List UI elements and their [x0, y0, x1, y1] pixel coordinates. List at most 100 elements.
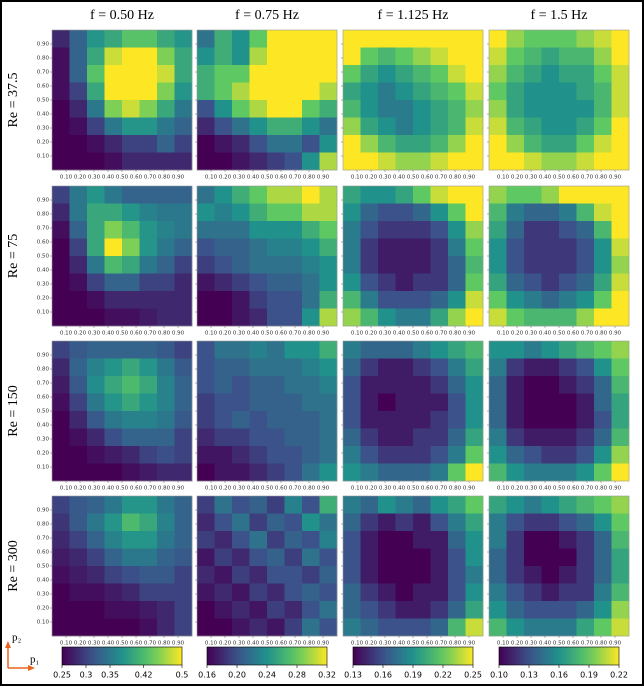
heatmap-cell: [157, 341, 175, 359]
heatmap-cell: [343, 513, 361, 532]
heatmap-cell: [524, 376, 542, 394]
heatmap-cell: [360, 513, 379, 532]
heatmap-cell: [52, 393, 70, 412]
heatmap-cell: [139, 203, 158, 222]
heatmap-cell: [465, 238, 484, 257]
row-label: Re = 300: [6, 540, 21, 591]
heatmap-cell: [214, 376, 233, 394]
heatmap-cell: [360, 65, 379, 83]
x-tick-label: 0.50: [407, 175, 420, 181]
heatmap-cell: [214, 152, 233, 171]
heatmap-cell: [157, 135, 175, 153]
heatmap-cell: [104, 30, 123, 48]
heatmap-cell: [465, 531, 484, 549]
heatmap-cell: [267, 446, 285, 464]
heatmap-cell: [69, 496, 88, 514]
heatmap-cell: [506, 496, 525, 514]
heatmap-cell: [214, 393, 233, 412]
heatmap-cell: [395, 273, 414, 292]
heatmap-cell: [197, 583, 215, 602]
heatmap-cell: [343, 618, 361, 637]
heatmap-cell: [52, 30, 70, 48]
colorbar-tick-label: 0.28: [288, 671, 306, 680]
heatmap-cell: [284, 548, 303, 567]
x-tick-label: 0.10: [351, 175, 364, 181]
heatmap-cell: [174, 358, 193, 377]
heatmap-cell: [284, 308, 303, 327]
heatmap-cell: [430, 496, 449, 514]
heatmap-cell: [249, 152, 268, 171]
heatmap-cell: [559, 238, 577, 257]
heatmap-cell: [559, 65, 577, 83]
heatmap-cell: [174, 186, 193, 204]
heatmap-cell: [174, 496, 193, 514]
heatmap-cell: [232, 358, 250, 377]
heatmap-cell: [378, 376, 396, 394]
heatmap-cell: [197, 446, 215, 464]
heatmap-cell: [87, 496, 105, 514]
heatmap-cell: [524, 583, 542, 602]
heatmap-cell: [52, 291, 70, 309]
heatmap-cell: [559, 152, 577, 171]
heatmap-cell: [267, 47, 285, 66]
heatmap-cell: [576, 496, 595, 514]
heatmap-cell: [594, 583, 612, 602]
heatmap-cell: [576, 566, 595, 584]
heatmap-cell: [343, 291, 361, 309]
heatmap-cell: [524, 203, 542, 222]
heatmap-cell: [541, 100, 560, 118]
heatmap-cell: [576, 583, 595, 602]
heatmap-cell: [594, 513, 612, 532]
heatmap-cell: [576, 47, 595, 66]
heatmap-cell: [267, 117, 285, 136]
heatmap-cell: [267, 358, 285, 377]
heatmap-cell: [343, 341, 361, 359]
x-tick-label: 0.10: [497, 641, 510, 647]
heatmap-cell: [378, 566, 396, 584]
heatmap-cell: [52, 221, 70, 239]
heatmap-cell: [214, 601, 233, 619]
x-tick-label: 0.90: [609, 175, 622, 181]
heatmap-cell: [576, 291, 595, 309]
heatmap-cell: [197, 117, 215, 136]
heatmap-cell: [559, 566, 577, 584]
heatmap-cell: [249, 203, 268, 222]
heatmap-cell: [360, 376, 379, 394]
heatmap-cell: [430, 618, 449, 637]
heatmap-cell: [465, 463, 484, 482]
heatmap-cell: [378, 100, 396, 118]
heatmap-cell: [197, 513, 215, 532]
heatmap-cell: [524, 117, 542, 136]
heatmap-cell: [594, 601, 612, 619]
heatmap-cell: [249, 358, 268, 377]
heatmap-cell: [232, 548, 250, 567]
heatmap-cell: [284, 273, 303, 292]
heatmap-cell: [267, 428, 285, 447]
heatmap-cell: [360, 221, 379, 239]
x-tick-label: 0.40: [247, 331, 260, 337]
heatmap-cell: [52, 358, 70, 377]
heatmap-cell: [559, 358, 577, 377]
x-tick-label: 0.90: [463, 641, 476, 647]
heatmap-cell: [139, 513, 158, 532]
heatmap-cell: [122, 376, 140, 394]
heatmap-cell: [594, 446, 612, 464]
heatmap-cell: [395, 30, 414, 48]
heatmap-cell: [506, 446, 525, 464]
heatmap-cell: [174, 601, 193, 619]
heatmap-cell: [611, 393, 630, 412]
heatmap-cell: [267, 203, 285, 222]
x-tick-label: 0.30: [525, 486, 538, 492]
heatmap-cell: [541, 238, 560, 257]
heatmap-cell: [413, 548, 431, 567]
heatmap-cell: [413, 601, 431, 619]
heatmap-cell: [302, 341, 320, 359]
heatmap-cell: [559, 463, 577, 482]
heatmap-cell: [465, 601, 484, 619]
heatmap-cell: [232, 463, 250, 482]
heatmap-cell: [249, 411, 268, 429]
heatmap-cell: [122, 358, 140, 377]
heatmap-cell: [232, 256, 250, 274]
x-tick-label: 0.30: [233, 175, 246, 181]
heatmap-cell: [541, 601, 560, 619]
